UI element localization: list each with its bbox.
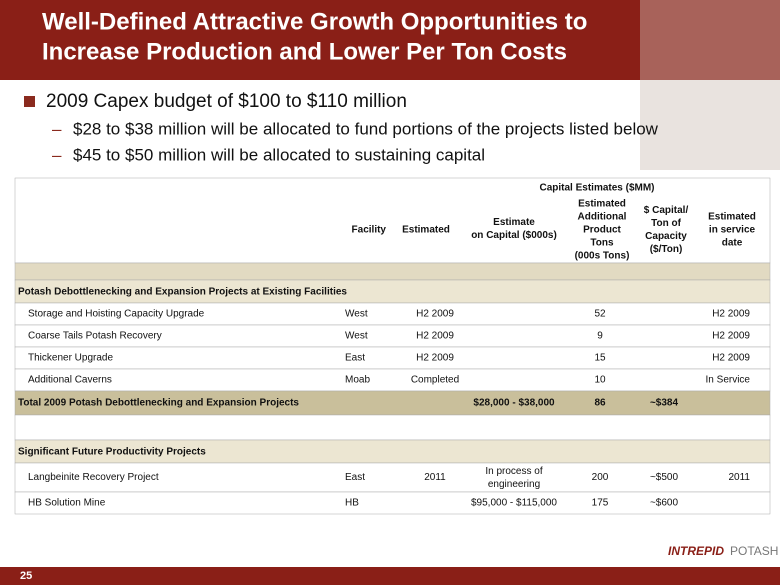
cell: In process of <box>485 466 542 477</box>
bullet: 2009 Capex budget of $100 to $110 millio… <box>46 91 407 112</box>
page-number: 25 <box>20 570 32 582</box>
column-header: date <box>722 238 743 249</box>
cell: 2011 <box>424 472 446 483</box>
footer-bar <box>0 567 780 585</box>
column-header: Capacity <box>645 231 687 242</box>
data-row <box>14 368 771 392</box>
cell: 15 <box>594 353 606 364</box>
cell: 9 <box>597 331 603 342</box>
cell: West <box>345 331 368 342</box>
cell: East <box>345 472 365 483</box>
cell: In Service <box>706 375 751 386</box>
cell: ~$384 <box>650 398 679 409</box>
cell: 52 <box>594 309 606 320</box>
dash: – <box>52 145 62 164</box>
cell: 175 <box>592 498 609 509</box>
spacer-row <box>14 262 771 281</box>
group-header: Capital Estimates ($MM) <box>539 183 654 194</box>
cell: West <box>345 309 368 320</box>
cell: Moab <box>345 375 370 386</box>
cell: ~$600 <box>650 498 679 509</box>
cell: H2 2009 <box>712 353 750 364</box>
sub-bullet: $45 to $50 million will be allocated to … <box>73 145 485 164</box>
column-header: ($/Ton) <box>650 244 683 255</box>
row-name: Coarse Tails Potash Recovery <box>28 331 162 342</box>
logo-a: INTREPID <box>668 544 724 558</box>
title-line: Well-Defined Attractive Growth Opportuni… <box>42 8 587 35</box>
cell: ~$500 <box>650 472 679 483</box>
cell: 2011 <box>728 472 750 483</box>
column-header: in service <box>709 225 756 236</box>
column-header: Additional <box>578 212 627 223</box>
row-name: HB Solution Mine <box>28 498 106 509</box>
column-header: Ton of <box>651 218 681 229</box>
cell: 200 <box>592 472 609 483</box>
table: Capital Estimates ($MM)Facility Estimated… <box>14 177 771 515</box>
column-header: $ Capital/ <box>644 205 689 216</box>
cell: 86 <box>594 398 606 409</box>
cell: 10 <box>594 375 606 386</box>
column-header: Tons <box>590 238 614 249</box>
data-row <box>14 346 771 370</box>
cell: H2 2009 <box>712 331 750 342</box>
cell: engineering <box>488 479 540 490</box>
data-row <box>14 491 771 515</box>
cell: HB <box>345 498 359 509</box>
dash: – <box>52 119 62 138</box>
blank-row <box>14 414 771 441</box>
side-image <box>640 80 780 170</box>
cell: H2 2009 <box>416 309 454 320</box>
row-name: Langbeinite Recovery Project <box>28 472 159 483</box>
bullet-square <box>24 96 35 107</box>
row-name: Total 2009 Potash Debottlenecking and Ex… <box>18 398 299 409</box>
column-header: Facility <box>352 225 387 236</box>
cell: H2 2009 <box>712 309 750 320</box>
column-header: Estimated <box>708 212 756 223</box>
cell: East <box>345 353 365 364</box>
header-row <box>14 177 771 264</box>
title-image <box>640 0 780 80</box>
column-header: Estimated <box>402 225 450 236</box>
column-header: Estimate <box>493 217 535 228</box>
column-header: on Capital ($000s) <box>471 230 557 241</box>
row-name: Storage and Hoisting Capacity Upgrade <box>28 309 205 320</box>
row-name: Additional Caverns <box>28 375 112 386</box>
section-title: Potash Debottlenecking and Expansion Pro… <box>18 287 347 298</box>
column-header: Product <box>583 225 621 236</box>
data-row <box>14 462 771 493</box>
row-name: Thickener Upgrade <box>28 353 113 364</box>
section-title: Significant Future Productivity Projects <box>18 447 206 458</box>
logo-b: POTASH <box>730 544 778 558</box>
cell: $28,000 - $38,000 <box>473 398 555 409</box>
column-header: (000s Tons) <box>575 251 630 262</box>
sub-bullet: $28 to $38 million will be allocated to … <box>73 119 659 138</box>
column-header: Estimated <box>578 199 626 210</box>
cell: H2 2009 <box>416 353 454 364</box>
cell: H2 2009 <box>416 331 454 342</box>
title-line: Increase Production and Lower Per Ton Co… <box>42 38 567 65</box>
cell: Completed <box>411 375 459 386</box>
total-row <box>14 390 771 416</box>
cell: $95,000 - $115,000 <box>471 498 557 509</box>
